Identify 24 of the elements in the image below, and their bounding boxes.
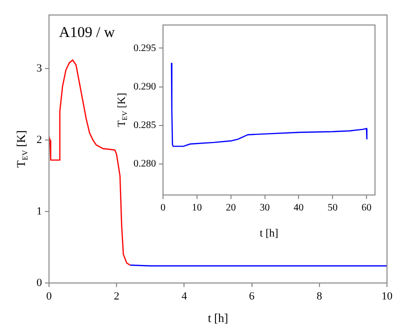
x-tick-label: 8 (316, 290, 323, 302)
annotation: A109 / w (59, 25, 115, 41)
x-axis-title: t [h] (208, 310, 228, 325)
x-axis-title: t [h] (260, 227, 278, 240)
x-tick-label: 0 (160, 202, 166, 214)
y-tick-label: 0.295 (134, 42, 156, 54)
x-tick-label: 6 (249, 290, 256, 302)
y-tick-label: 0 (36, 276, 42, 289)
y-tick-label: 1 (36, 205, 42, 218)
x-tick-label: 20 (226, 202, 236, 214)
x-tick-label: 50 (328, 202, 338, 214)
x-tick-label: 10 (192, 202, 202, 214)
x-tick-label: 60 (362, 202, 372, 214)
x-tick-label: 30 (260, 202, 270, 214)
x-tick-label: 0 (46, 290, 52, 302)
y-tick-label: 0.290 (134, 81, 156, 92)
y-tick-label: 3 (36, 62, 42, 74)
x-tick-label: 4 (181, 290, 188, 302)
x-tick-label: 40 (294, 202, 304, 214)
x-tick-label: 2 (114, 290, 120, 302)
y-tick-label: 0.285 (134, 120, 156, 132)
y-tick-label: 2 (36, 134, 42, 146)
x-tick-label: 10 (382, 290, 393, 302)
y-tick-label: 0.280 (134, 158, 156, 170)
